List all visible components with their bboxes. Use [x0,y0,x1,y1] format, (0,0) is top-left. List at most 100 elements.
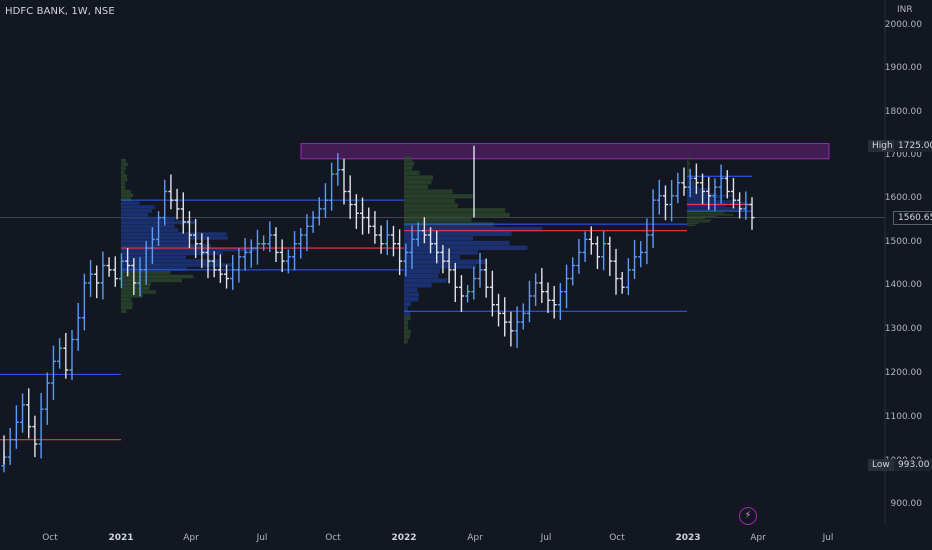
volume-profile-bar [687,170,690,173]
volume-profile-bar [404,259,487,265]
last-price-badge: 1560.65 [893,211,932,225]
volume-profile-bar [687,221,710,223]
volume-profile-bar [687,172,689,174]
volume-profile-bar [404,184,428,190]
volume-profile-bar [404,161,415,166]
time-tick-label: Oct [325,533,341,543]
volume-profile-bar [404,198,455,204]
volume-profile-bar [121,278,183,283]
resistance-zone [300,143,830,160]
low-badge-value: 993.00 [894,459,932,471]
volume-profile-bar [687,174,690,176]
volume-profile-bar [121,282,151,287]
low-badge-label: Low [868,459,894,471]
volume-profile-bar [687,201,748,204]
price-tick-label: 1100.00 [884,412,922,422]
volume-profile-bar [404,254,460,260]
time-tick-label: 2023 [675,533,701,543]
high-badge-label: High [868,140,897,152]
volume-profile-bar [404,264,476,269]
volume-profile-bar [404,292,420,297]
volume-profile-bar [404,170,420,176]
volume-profile-bar [121,251,223,256]
time-tick-label: Apr [467,533,483,543]
volume-profile-bar [687,182,698,185]
lightning-icon[interactable]: ⚡ [739,507,757,525]
volume-profile-bar [404,297,419,302]
volume-profile-bar [687,179,691,181]
price-tick-label: 1400.00 [884,280,922,290]
volume-profile-bar [121,182,125,186]
time-tick-label: 2022 [391,533,417,543]
volume-profile-bar [687,163,690,166]
volume-profile-bar [121,267,187,271]
volume-profile-bar [687,177,690,179]
volume-profile-bar [121,170,125,174]
volume-profile-bar [404,320,408,325]
volume-profile-bar [404,189,453,194]
volume-profile-bar [121,166,126,171]
volume-profile-bar [121,174,127,178]
price-tick-label: 1600.00 [884,193,922,203]
volume-profile-bar [121,305,133,310]
volume-profile-bar [687,219,712,221]
volume-profile-bar [687,167,690,169]
volume-profile-bar [687,165,689,167]
price-tick-label: 900.00 [890,499,923,509]
volume-profile-bar [121,197,131,202]
volume-profile-bar [404,236,473,241]
volume-profile-bar [404,301,412,307]
volume-profile-bar [687,207,749,209]
volume-profile-bar [121,259,220,263]
volume-profile-bar [404,175,434,180]
volume-profile-bar [121,158,127,163]
volume-profile-bar [121,239,189,244]
volume-profile-bar [404,268,440,274]
volume-profile-bar [121,162,128,167]
volume-profile-bar [121,212,148,217]
volume-profile-bar [404,165,413,171]
volume-profile-bar [687,156,691,159]
volume-profile-bar [687,158,690,160]
volume-profile-bar [687,198,717,200]
volume-profile-bar [121,193,134,198]
volume-profile-bar [121,263,234,267]
volume-profile-bar [404,287,418,293]
volume-profile-bar [121,201,140,205]
volume-profile-bar [404,311,411,316]
volume-profile-bar [687,224,696,227]
currency-label: INR [897,5,913,15]
time-tick-label: Jul [822,533,834,543]
volume-profile-bar [121,216,176,221]
chart-title[interactable]: HDFC BANK, 1W, NSE [5,6,115,17]
volume-profile-bar [404,245,528,250]
price-tick-label: 1200.00 [884,368,922,378]
volume-profile-bar [687,212,724,214]
volume-profile-bar [687,200,740,202]
time-tick-label: Apr [750,533,766,543]
volume-profile-bar [687,208,739,211]
volume-profile-bar [121,247,256,252]
volume-profile-bar [404,203,458,208]
volume-profile-bar [687,196,723,199]
volume-profile-bar [687,160,689,162]
volume-profile-bar [121,185,126,190]
time-tick-label: Apr [183,533,199,543]
volume-profile-bar [404,325,409,330]
volume-profile-bar [121,255,186,259]
volume-profile-bar [121,228,179,232]
volume-profile-bar [121,309,127,314]
time-tick-label: Oct [42,533,58,543]
time-tick-label: 2021 [108,533,134,543]
volume-profile-bar [121,232,227,236]
volume-profile-bar [121,290,157,294]
volume-profile-bar [687,189,711,192]
volume-profile-bar [687,184,696,186]
volume-profile-bar [121,274,194,279]
volume-profile-bar [121,224,175,229]
volume-profile-bar [404,208,506,213]
price-tick-label: 1800.00 [884,107,922,117]
volume-profile-bar [404,283,432,288]
price-tick-label: 1700.00 [884,150,922,160]
